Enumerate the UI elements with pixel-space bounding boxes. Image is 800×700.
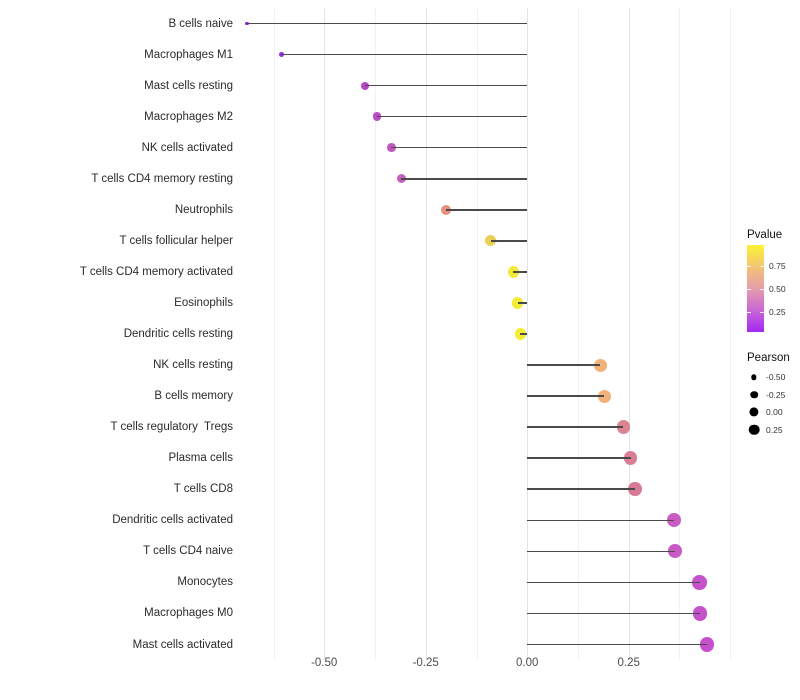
lollipop-stem	[527, 364, 601, 366]
y-axis-label: T cells follicular helper	[119, 234, 233, 247]
gridline	[527, 8, 529, 660]
y-axis-label: Neutrophils	[174, 203, 233, 216]
lollipop-dot	[616, 420, 631, 434]
y-axis-label: Mast cells activated	[132, 638, 233, 651]
lollipop-dot	[597, 389, 611, 403]
colorbar-tick	[760, 289, 764, 290]
lollipop-stem	[281, 53, 528, 56]
lollipop-stem	[527, 643, 707, 646]
y-axis-label: T cells regulatory Tregs	[110, 421, 233, 434]
y-axis-label: Dendritic cells resting	[123, 328, 233, 340]
pearson-size-legend-label: 0.25	[766, 424, 783, 435]
lollipop-stem	[247, 22, 528, 25]
lollipop-stem	[513, 271, 528, 273]
gridline	[324, 8, 326, 660]
lollipop-stem	[490, 240, 528, 242]
lollipop-stem	[527, 550, 676, 553]
y-axis-label: NK cells activated	[141, 141, 233, 154]
y-axis-label: Macrophages M2	[144, 110, 233, 123]
x-tick-label: -0.50	[311, 657, 338, 669]
y-axis-label: T cells CD4 memory activated	[79, 265, 233, 278]
y-axis-label: T cells CD8	[173, 483, 233, 496]
gridline	[273, 8, 275, 660]
y-axis-label: Macrophages M1	[144, 48, 233, 61]
x-tick-label: 0.00	[515, 657, 539, 669]
lollipop-stem	[527, 395, 605, 397]
y-axis-label: B cells memory	[154, 390, 233, 403]
lollipop-stem	[520, 333, 528, 335]
lollipop-dot	[699, 637, 715, 652]
colorbar-tick	[760, 265, 764, 267]
lollipop-stem	[527, 612, 701, 615]
y-axis-label: NK cells resting	[153, 359, 233, 371]
y-axis-label: Plasma cells	[168, 452, 233, 465]
lollipop-stem	[527, 519, 675, 522]
colorbar-label: 0.50	[769, 284, 786, 294]
lollipop-stem	[377, 115, 528, 118]
pearson-size-legend-label: -0.25	[766, 389, 786, 400]
pearson-size-legend-dot	[750, 390, 758, 399]
lollipop-dot	[278, 51, 285, 58]
lollipop-stem	[391, 146, 528, 149]
lollipop-stem	[517, 302, 528, 304]
plot-panel	[240, 8, 745, 660]
y-axis-label: T cells CD4 memory resting	[91, 172, 233, 185]
gridline	[425, 8, 427, 660]
pearson-size-legend-dot	[751, 374, 757, 380]
y-axis-label: T cells CD4 naive	[143, 545, 233, 558]
colorbar-label: 0.75	[769, 260, 786, 271]
lollipop-dot	[623, 451, 638, 465]
gridline	[476, 8, 478, 660]
x-tick-label: -0.25	[412, 657, 439, 669]
lollipop-dot	[396, 174, 406, 184]
lollipop-dot	[507, 266, 520, 278]
gridline	[730, 8, 732, 660]
lollipop-dot	[692, 575, 708, 590]
lollipop-dot	[372, 112, 382, 121]
lollipop-stem	[401, 178, 528, 180]
pearson-legend-title: Pearson	[747, 352, 790, 364]
y-axis-label: Mast cells resting	[144, 79, 233, 92]
lollipop-stem	[527, 488, 635, 490]
lollipop-dot	[692, 606, 708, 621]
lollipop-dot	[485, 235, 497, 247]
colorbar-tick	[747, 289, 751, 290]
y-axis-label: Dendritic cells activated	[112, 514, 233, 527]
gridline	[679, 8, 681, 660]
y-axis-label: Monocytes	[177, 576, 233, 589]
lollipop-stem	[527, 426, 624, 428]
pearson-size-legend-dot	[748, 424, 760, 435]
colorbar-tick	[747, 265, 751, 267]
lollipop-stem	[446, 209, 528, 211]
colorbar-tick	[747, 312, 751, 314]
colorbar-label: 0.25	[769, 307, 786, 318]
colorbar-tick	[760, 312, 764, 314]
x-tick-label: 0.25	[617, 657, 640, 669]
y-axis-label: Macrophages M0	[144, 607, 233, 620]
lollipop-stem	[527, 581, 700, 584]
lollipop-dot	[511, 297, 524, 309]
gridline	[375, 8, 376, 660]
pearson-size-legend-label: -0.50	[766, 372, 786, 383]
lollipop-stem	[527, 457, 631, 459]
gridline	[628, 8, 630, 660]
y-axis-label: B cells naive	[168, 17, 233, 30]
lollipop-stem	[364, 84, 528, 87]
pearson-size-legend-label: 0.00	[766, 407, 783, 418]
pearson-size-legend-dot	[749, 407, 759, 417]
y-axis-label: Eosinophils	[174, 297, 233, 309]
pvalue-legend-title: Pvalue	[747, 229, 783, 241]
gridline	[578, 8, 579, 660]
pvalue-colorbar	[747, 245, 764, 332]
